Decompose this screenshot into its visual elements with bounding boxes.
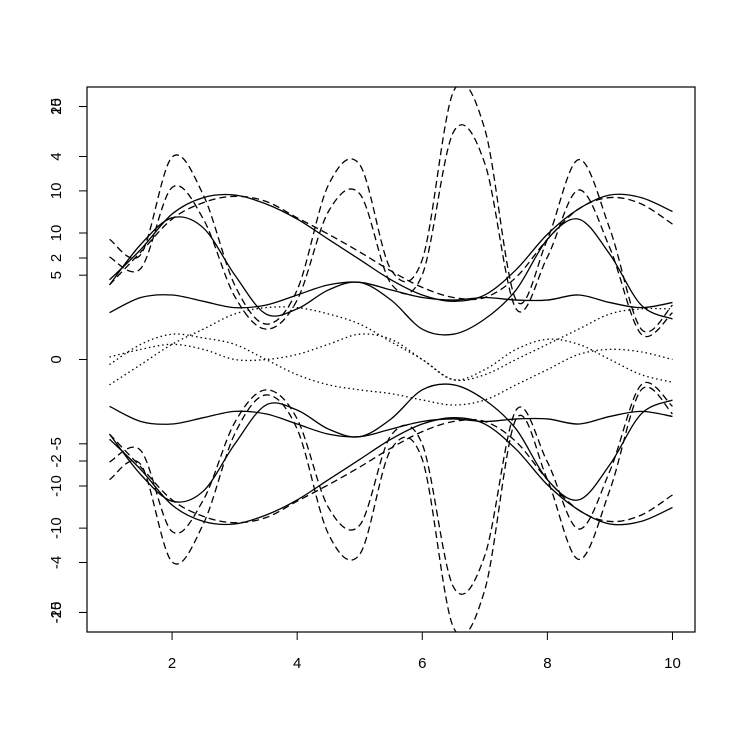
series-line: [109, 281, 673, 314]
y-tick-label: -2: [48, 454, 65, 467]
plot-lines: [109, 87, 673, 632]
series-line: [109, 195, 673, 301]
series-line: [109, 216, 673, 336]
x-tick-label: 10: [664, 655, 681, 672]
y-tick-label: 2: [48, 254, 65, 262]
series-line: [109, 405, 673, 438]
series-line: [109, 386, 673, 632]
y-tick-label: 0: [48, 355, 65, 363]
series-line: [109, 306, 673, 386]
y-tick-label: -4: [48, 556, 65, 569]
y-tick-label: -10: [48, 475, 65, 497]
y-tick-label: -15: [48, 602, 65, 624]
y-tick-label: -10: [48, 517, 65, 539]
x-tick-label: 2: [168, 655, 176, 672]
series-line: [109, 383, 673, 503]
x-tick-label: 4: [293, 655, 301, 672]
series-line: [109, 418, 673, 524]
x-tick-label: 8: [543, 655, 551, 672]
y-tick-label: -5: [48, 437, 65, 450]
y-tick-label: 5: [48, 271, 65, 279]
y-tick-label: 10: [48, 225, 65, 242]
series-line: [109, 87, 673, 333]
x-tick-label: 6: [418, 655, 426, 672]
y-tick-label: 20: [48, 98, 65, 115]
y-tick-label: -20: [48, 602, 65, 624]
y-tick-label: 15: [48, 98, 65, 115]
series-line: [109, 333, 673, 383]
y-tick-label: 4: [48, 152, 65, 160]
y-tick-label: 10: [48, 183, 65, 200]
